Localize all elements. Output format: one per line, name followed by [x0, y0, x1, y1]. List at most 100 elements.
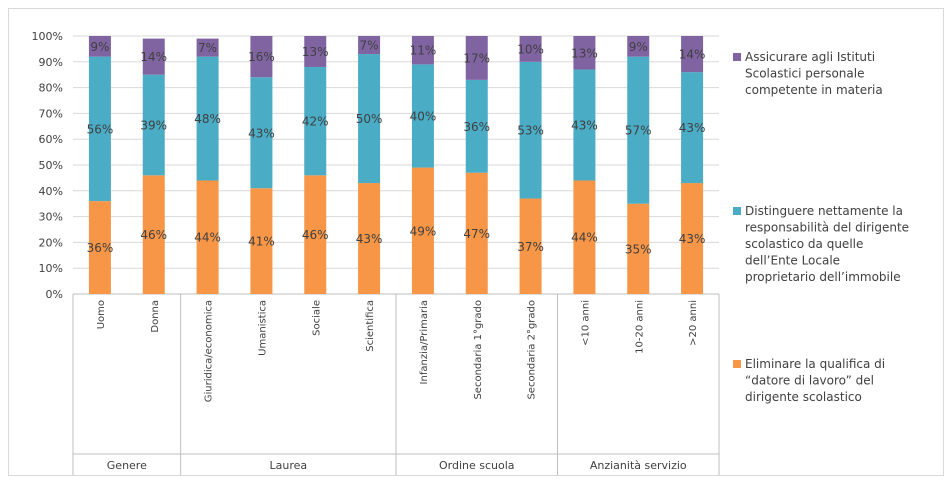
data-label: 11% [410, 44, 437, 58]
data-label: 17% [463, 51, 490, 65]
data-label: 14% [679, 48, 706, 62]
data-label: 13% [302, 45, 329, 59]
category-label: Scientifica [365, 300, 376, 352]
data-label: 14% [140, 50, 167, 64]
data-label: 44% [194, 231, 221, 245]
legend-label: Assicurare agli Istituti [745, 50, 875, 64]
legend-label: proprietario dell’immobile [745, 270, 901, 284]
bar-segment [88, 201, 111, 294]
bar-segment [411, 36, 434, 65]
data-label: 57% [625, 124, 652, 138]
bar-segment [627, 203, 650, 294]
bar-segment [681, 183, 704, 294]
data-label: 46% [140, 228, 167, 242]
data-label: 48% [194, 112, 221, 126]
bar-segment [196, 56, 219, 181]
data-label: 36% [87, 241, 114, 255]
data-label: 7% [360, 39, 379, 53]
data-label: 56% [87, 122, 114, 136]
bar-segment [465, 36, 488, 80]
bar-segment [358, 36, 381, 55]
category-label: Secondaria 1°grado [473, 300, 484, 400]
data-label: 37% [517, 240, 544, 254]
legend-label: Distinguere nettamente la [745, 204, 903, 218]
bar-segment [88, 56, 111, 202]
data-label: 43% [679, 121, 706, 135]
bar-segment [573, 69, 596, 181]
y-tick-label: 30% [39, 211, 63, 224]
legend-swatch [733, 360, 741, 368]
data-label: 9% [629, 40, 648, 54]
bar-segment [573, 180, 596, 294]
category-label: Umanistica [257, 300, 268, 356]
bar-segment [196, 38, 219, 57]
bar-segment [681, 36, 704, 73]
chart-border [8, 8, 944, 476]
category-label: Giuridica/economica [204, 300, 215, 402]
group-label: Anzianità servizio [590, 459, 687, 472]
group-label: Laurea [270, 459, 308, 472]
group-label: Genere [107, 459, 147, 472]
bar-segment [519, 36, 542, 62]
bar-segment [142, 74, 165, 176]
bar-segment [358, 54, 381, 184]
y-tick-label: 0% [46, 288, 63, 301]
bar-segment [250, 188, 273, 294]
bar-segment [411, 64, 434, 168]
data-label: 39% [140, 119, 167, 133]
bar-segment [250, 36, 273, 78]
bar-segment [573, 36, 596, 70]
data-label: 44% [571, 231, 598, 245]
data-label: 40% [410, 109, 437, 123]
y-tick-label: 20% [39, 236, 63, 249]
legend-label: Scolastici personale [745, 67, 864, 81]
data-label: 36% [463, 120, 490, 134]
data-label: 43% [571, 119, 598, 133]
data-label: 35% [625, 242, 652, 256]
data-label: 9% [90, 40, 109, 54]
legend-label: responsabilità del dirigente [745, 221, 909, 235]
bar-segment [250, 77, 273, 189]
data-label: 16% [248, 50, 275, 64]
legend-label: Eliminare la qualifica di [745, 357, 885, 371]
y-tick-label: 10% [39, 262, 63, 275]
bar-segment [411, 167, 434, 294]
bar-segment [196, 180, 219, 294]
category-label: Secondaria 2°grado [527, 300, 538, 400]
bar-segment [681, 72, 704, 184]
data-label: 46% [302, 228, 329, 242]
data-label: 43% [679, 232, 706, 246]
legend-label: “datore di lavoro” del [745, 374, 874, 388]
data-label: 47% [463, 227, 490, 241]
bar-segment [519, 61, 542, 199]
legend-label: dell’Ente Locale [745, 254, 840, 268]
bar-segment [627, 36, 650, 57]
data-label: 49% [410, 224, 437, 238]
bar-segment [627, 56, 650, 204]
bar-segment [142, 38, 165, 75]
legend-label: scolastico da quelle [745, 237, 863, 251]
bar-segment [304, 66, 327, 176]
legend-swatch [733, 53, 741, 61]
data-label: 7% [198, 41, 217, 55]
bar-segment [519, 198, 542, 294]
data-label: 53% [517, 124, 544, 138]
legend-swatch [733, 207, 741, 215]
data-label: 43% [248, 126, 275, 140]
bar-segment [88, 36, 111, 57]
y-tick-label: 100% [32, 30, 63, 43]
data-label: 41% [248, 235, 275, 249]
y-tick-label: 80% [39, 82, 63, 95]
data-label: 13% [571, 46, 598, 60]
bar-segment [465, 172, 488, 294]
group-label: Ordine scuola [439, 459, 515, 472]
data-label: 50% [356, 112, 383, 126]
data-label: 10% [517, 42, 544, 56]
legend-label: competente in materia [745, 83, 883, 97]
bar-segment [358, 183, 381, 294]
bar-segment [142, 175, 165, 294]
category-label: 10-20 anni [634, 300, 645, 354]
category-label: Infanzia/Primaria [419, 300, 430, 384]
